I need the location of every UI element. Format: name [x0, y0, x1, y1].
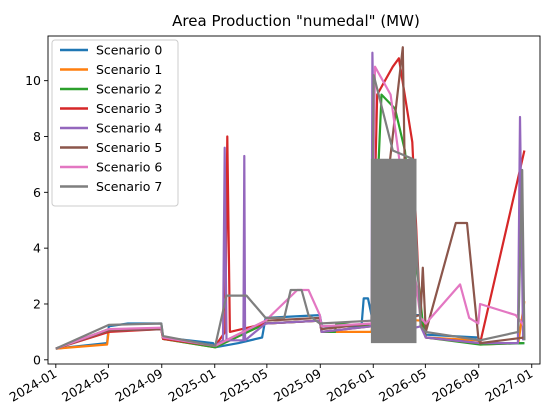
plot-area: [55, 46, 526, 350]
axes-frame: [47, 35, 541, 365]
legend-label-4: Scenario 4: [96, 121, 162, 136]
y-tick-label: 6: [33, 185, 41, 200]
legend-label-2: Scenario 2: [96, 82, 162, 97]
chart-title: Area Production "numedal" (MW): [172, 12, 420, 30]
legend-label-0: Scenario 0: [96, 43, 162, 58]
legend-box: [51, 39, 179, 207]
legend: Scenario 0 Scenario 1 Scenario 2 Scenario 3…: [51, 39, 179, 207]
legend-label-3: Scenario 3: [96, 101, 162, 116]
legend-label-1: Scenario 1: [96, 62, 162, 77]
legend-label-6: Scenario 6: [96, 160, 162, 175]
y-tick-label: 0: [33, 352, 41, 367]
legend-label-5: Scenario 5: [96, 140, 162, 155]
dense-span-0: [370, 158, 417, 344]
series-line-7: [55, 74, 526, 350]
y-tick-label: 8: [33, 129, 41, 144]
y-tick-label: 10: [25, 73, 41, 88]
y-tick-label: 4: [33, 241, 41, 256]
legend-label-7: Scenario 7: [96, 179, 162, 194]
y-tick-label: 2: [33, 296, 41, 311]
